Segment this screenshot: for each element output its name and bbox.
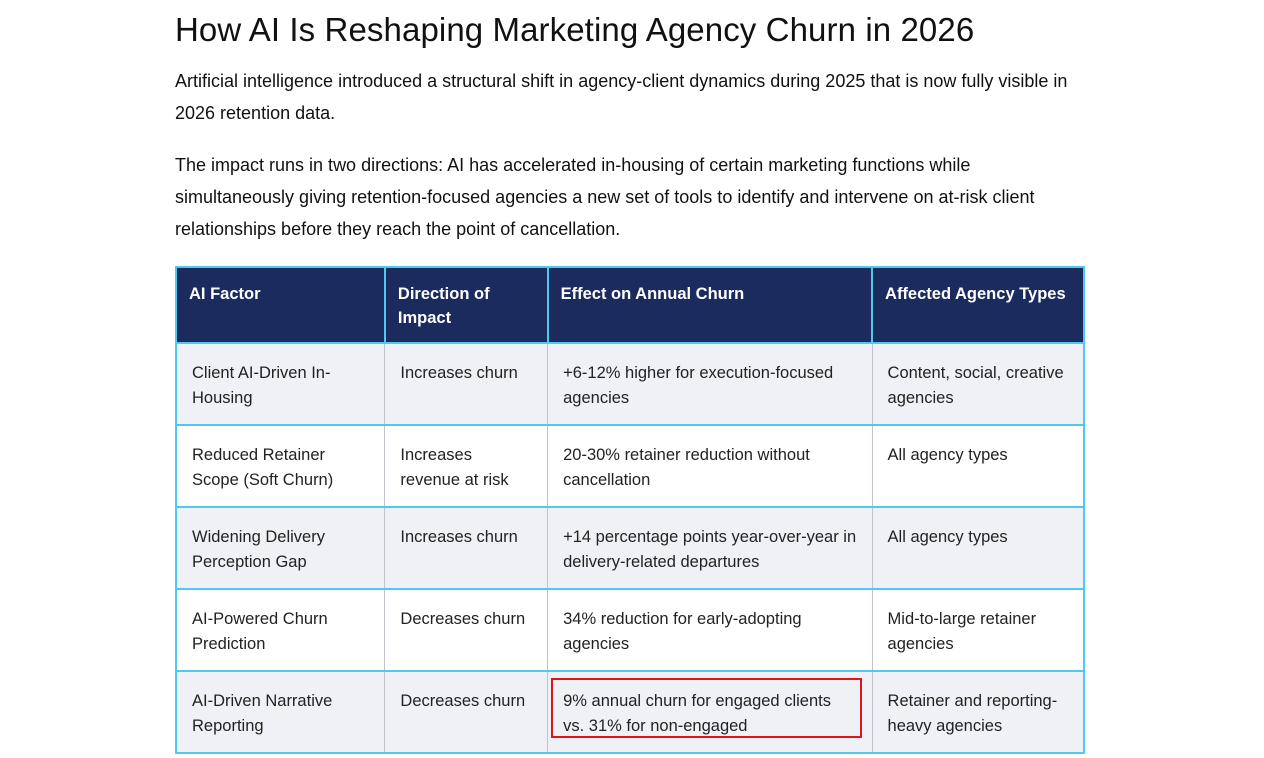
table-row: Reduced Retainer Scope (Soft Churn) Incr… <box>175 424 1085 508</box>
table-row: Client AI-Driven In-Housing Increases ch… <box>175 342 1085 426</box>
cell-effect: +6-12% higher for execution-focused agen… <box>547 342 873 426</box>
header-ai-factor: AI Factor <box>175 266 386 344</box>
cell-effect: 20-30% retainer reduction without cancel… <box>547 424 873 508</box>
cell-ai-factor: Reduced Retainer Scope (Soft Churn) <box>175 424 386 508</box>
cell-direction: Decreases churn <box>384 588 549 672</box>
cell-direction: Increases churn <box>384 342 549 426</box>
table-row: AI-Powered Churn Prediction Decreases ch… <box>175 588 1085 672</box>
table-row: Widening Delivery Perception Gap Increas… <box>175 506 1085 590</box>
cell-ai-factor: AI-Powered Churn Prediction <box>175 588 386 672</box>
header-direction-of-impact: Direction of Impact <box>383 266 549 344</box>
cell-direction: Decreases churn <box>384 670 549 754</box>
cell-ai-factor: Widening Delivery Perception Gap <box>175 506 386 590</box>
header-effect-on-annual-churn: Effect on Annual Churn <box>546 266 874 344</box>
highlighted-effect-text: 9% annual churn for engaged clients vs. … <box>563 692 831 735</box>
cell-effect-highlighted: 9% annual churn for engaged clients vs. … <box>547 670 873 754</box>
intro-paragraph: Artificial intelligence introduced a str… <box>175 71 1068 123</box>
cell-ai-factor: Client AI-Driven In-Housing <box>175 342 386 426</box>
cell-agency-types: Retainer and reporting-heavy agencies <box>871 670 1085 754</box>
cell-effect: 34% reduction for early-adopting agencie… <box>547 588 873 672</box>
article-title: How AI Is Reshaping Marketing Agency Chu… <box>175 11 975 48</box>
cell-agency-types: Content, social, creative agencies <box>871 342 1085 426</box>
impact-paragraph: The impact runs in two directions: AI ha… <box>175 155 1035 239</box>
cell-agency-types: Mid-to-large retainer agencies <box>871 588 1085 672</box>
header-affected-agency-types: Affected Agency Types <box>871 266 1085 344</box>
cell-agency-types: All agency types <box>871 424 1085 508</box>
cell-agency-types: All agency types <box>871 506 1085 590</box>
table-row: AI-Driven Narrative Reporting Decreases … <box>175 670 1085 754</box>
article: How AI Is Reshaping Marketing Agency Chu… <box>175 0 1085 754</box>
cell-direction: Increases churn <box>384 506 549 590</box>
cell-ai-factor: AI-Driven Narrative Reporting <box>175 670 386 754</box>
ai-churn-table: AI Factor Direction of Impact Effect on … <box>175 266 1085 754</box>
cell-direction: Increases revenue at risk <box>384 424 549 508</box>
cell-effect: +14 percentage points year-over-year in … <box>547 506 873 590</box>
table-header-row: AI Factor Direction of Impact Effect on … <box>175 266 1085 344</box>
